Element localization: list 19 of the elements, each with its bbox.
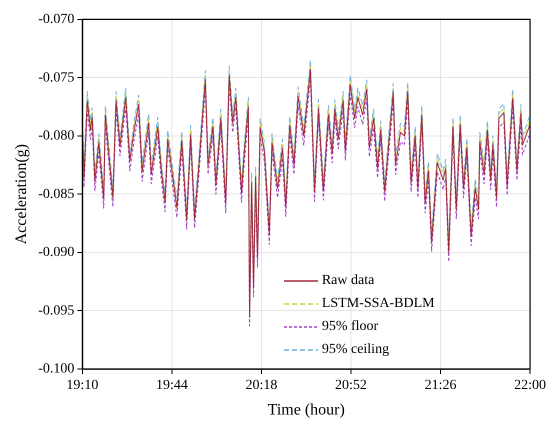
y-tick-label: -0.080 [38,128,74,144]
y-tick-label: -0.075 [38,70,74,86]
y-tick-label: -0.085 [38,186,74,202]
x-tick-label: 20:52 [335,378,367,394]
y-tick-label: -0.090 [38,245,74,260]
x-tick-label: 19:10 [66,378,98,394]
y-axis-title: Acceleration(g) [12,144,30,244]
y-tick-label: -0.070 [38,12,74,28]
y-tick-label: -0.095 [38,303,74,318]
legend-label: LSTM-SSA-BDLM [322,295,435,313]
legend-label: 95% floor [322,318,378,336]
x-tick-label: 22:00 [514,378,546,394]
x-axis-title: Time (hour) [268,402,345,419]
y-tick-label: -0.100 [38,362,74,377]
x-tick-label: 21:26 [424,378,456,394]
x-tick-label: 20:18 [245,378,278,394]
legend-label: 95% ceiling [322,341,390,359]
legend-label: Raw data [322,272,374,290]
x-tick-label: 19:44 [156,378,188,394]
